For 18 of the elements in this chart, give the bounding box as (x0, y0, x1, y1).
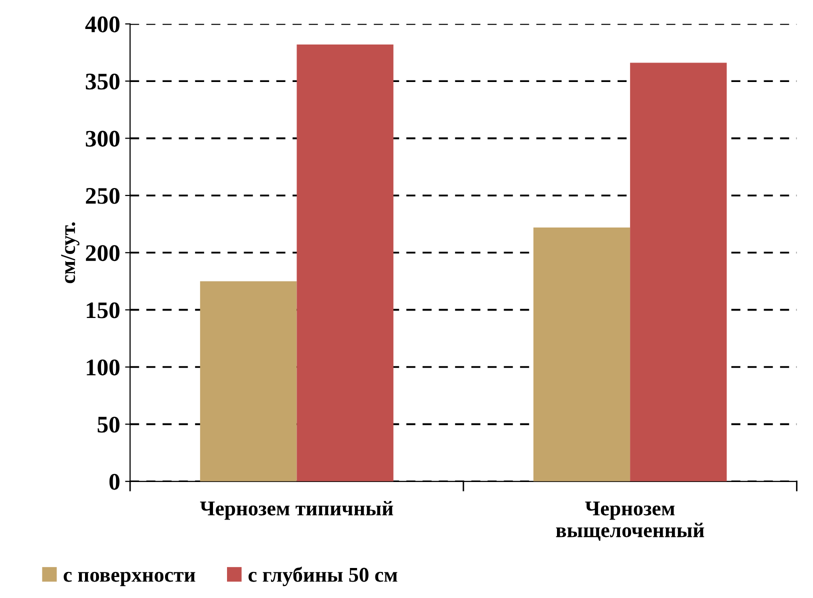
x-tick-label: Чернозем типичный (200, 500, 394, 520)
y-tick-label: 0 (109, 474, 120, 490)
legend-label: с поверхности (64, 572, 196, 586)
y-tick-label: 200 (86, 245, 120, 262)
y-tick-label: 300 (86, 130, 120, 147)
bar (200, 281, 297, 482)
y-tick-label: 150 (86, 302, 120, 318)
y-axis-title: см/сут. (61, 222, 80, 284)
bar (296, 44, 394, 482)
bar (630, 62, 727, 482)
bar (533, 227, 630, 482)
x-tick-label: Чернозем выщелоченный (556, 502, 704, 541)
legend-label: с глубины 50 см (248, 566, 398, 586)
y-tick-label: 100 (86, 360, 120, 376)
y-tick-label: 250 (86, 188, 120, 204)
y-tick-label: 50 (98, 416, 120, 433)
y-tick-label: 400 (85, 16, 120, 32)
y-tick-label: 350 (86, 74, 120, 90)
